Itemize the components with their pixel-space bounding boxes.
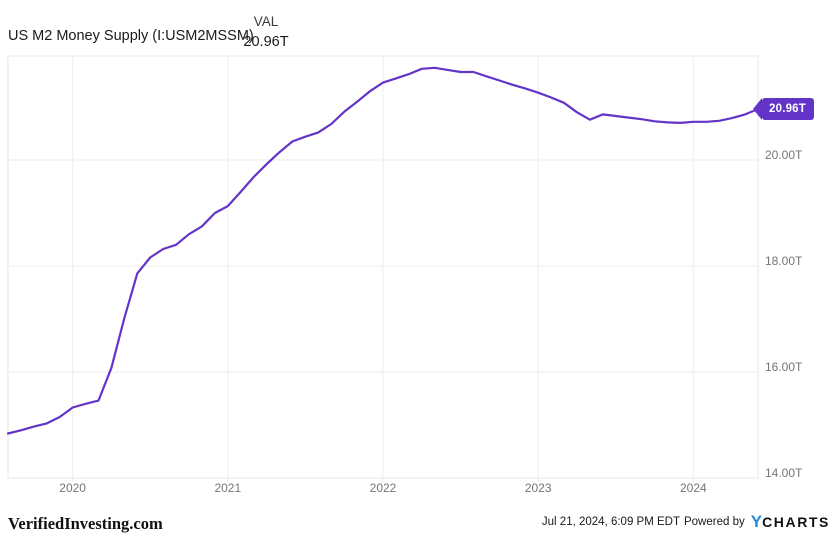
powered-by-label: Powered by bbox=[683, 515, 745, 528]
timestamp: Jul 21, 2024, 6:09 PM EDT bbox=[541, 515, 680, 528]
x-axis-label: 2021 bbox=[214, 481, 242, 495]
m2-series-line bbox=[6, 66, 760, 435]
current-value-badge: 20.96T bbox=[752, 98, 815, 121]
x-axis-label: 2022 bbox=[369, 481, 397, 495]
x-axis-label: 2020 bbox=[59, 481, 86, 495]
y-axis-label: 20.00T bbox=[765, 148, 803, 162]
y-axis-label: 16.00T bbox=[765, 360, 803, 374]
legend-block: VAL 20.96T bbox=[216, 12, 316, 53]
y-axis-label: 18.00T bbox=[765, 254, 803, 268]
x-axis-label: 2024 bbox=[679, 481, 707, 495]
watermark-brand: VerifiedInvesting.com bbox=[8, 514, 163, 533]
chart-title: US M2 Money Supply (I:USM2MSSM) bbox=[8, 28, 254, 44]
chart-credit: Jul 21, 2024, 6:09 PM EDT Powered by Y C… bbox=[542, 513, 830, 530]
legend-current-value: 20.96T bbox=[243, 34, 289, 50]
legend-column-header: VAL bbox=[253, 14, 279, 29]
ycharts-logo-charts: CHARTS bbox=[762, 513, 830, 530]
ycharts-logo: Y CHARTS bbox=[751, 513, 830, 530]
x-axis-label: 2023 bbox=[524, 481, 552, 495]
y-axis-label: 14.00T bbox=[765, 466, 803, 480]
ycharts-logo-y: Y bbox=[750, 512, 763, 531]
